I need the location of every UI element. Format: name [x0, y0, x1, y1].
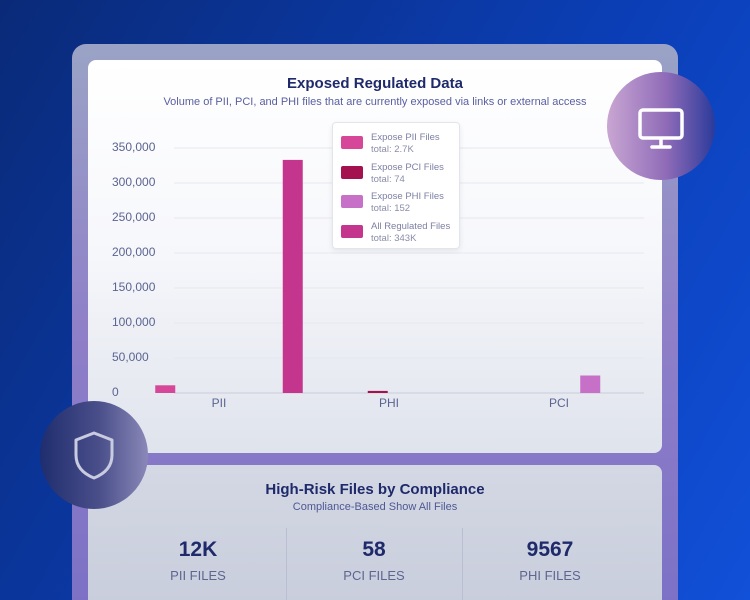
- legend: Expose PII Files total: 2.7K Expose PCI Fi…: [332, 122, 460, 249]
- shield-icon: [74, 431, 114, 480]
- y-tick-label: 0: [112, 385, 119, 399]
- stat-value: 9567: [526, 538, 574, 561]
- y-tick-label: 200,000: [112, 245, 156, 259]
- stat: 9567 PHI FILES: [462, 538, 638, 583]
- y-tick-label: 350,000: [112, 140, 156, 154]
- y-tick-label: 150,000: [112, 280, 156, 294]
- legend-label: Expose PCI Files: [371, 161, 444, 173]
- bar: [580, 375, 601, 393]
- chart-subtitle: Volume of PII, PCI, and PHI files that a…: [163, 96, 587, 108]
- compliance-title: High-Risk Files by Compliance: [265, 481, 485, 498]
- divider: [462, 528, 463, 600]
- legend-total: total: 74: [371, 173, 405, 185]
- stat-label: PCI FILES: [343, 568, 405, 583]
- y-tick-label: 300,000: [112, 175, 156, 189]
- y-tick-label: 50,000: [112, 350, 149, 364]
- legend-total: total: 343K: [371, 232, 417, 244]
- legend-swatch: [341, 136, 363, 149]
- stat: 58 PCI FILES: [286, 538, 462, 583]
- legend-total: total: 2.7K: [371, 144, 414, 155]
- stat-label: PII FILES: [170, 568, 226, 583]
- y-tick-label: 100,000: [112, 315, 156, 329]
- stat-value: 58: [362, 538, 386, 561]
- stat: 12K PII FILES: [110, 538, 286, 583]
- legend-total: total: 152: [371, 203, 411, 214]
- bar: [282, 159, 303, 393]
- monitor-badge: [607, 72, 715, 180]
- legend-label: Expose PII Files: [371, 132, 440, 143]
- bar: [367, 390, 388, 393]
- x-tick-label: PCI: [549, 396, 569, 410]
- x-tick-label: PHI: [379, 396, 399, 410]
- legend-label: All Regulated Files: [371, 220, 451, 232]
- divider: [286, 528, 287, 600]
- compliance-subtitle: Compliance-Based Show All Files: [292, 501, 458, 513]
- legend-swatch: [341, 195, 363, 208]
- legend-swatch: [341, 165, 363, 179]
- y-tick-label: 250,000: [112, 210, 156, 224]
- stat-value: 12K: [178, 538, 218, 561]
- shield-badge: [40, 401, 148, 509]
- chart-title: Exposed Regulated Data: [287, 75, 463, 92]
- monitor-icon: [638, 108, 684, 149]
- legend-label: Expose PHI Files: [371, 191, 444, 202]
- legend-swatch: [341, 224, 363, 238]
- x-tick-label: PII: [212, 396, 227, 410]
- stat-label: PHI FILES: [519, 568, 581, 583]
- bar: [155, 385, 176, 393]
- compliance-card: [88, 465, 662, 600]
